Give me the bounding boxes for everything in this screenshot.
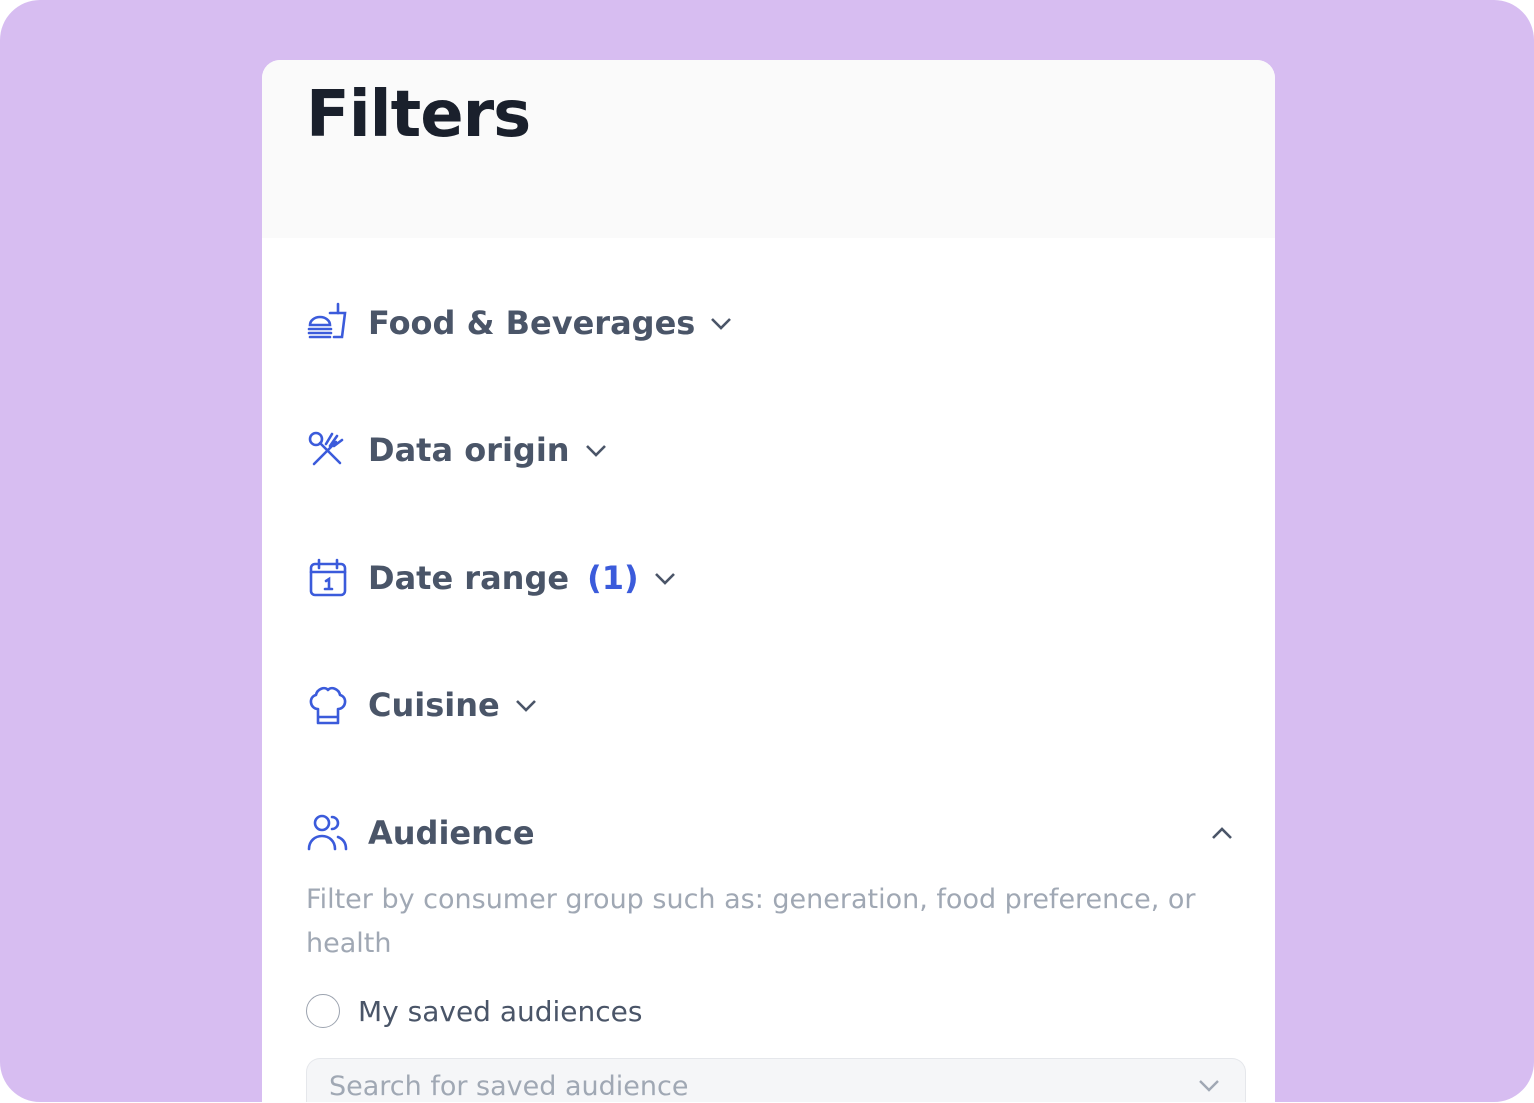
filter-label: Date range: [368, 559, 570, 597]
chef-hat-icon: [309, 686, 347, 725]
filters-panel: Filters Food & Beverages Data origin Dat…: [262, 60, 1275, 1102]
chevron-up-icon[interactable]: [1208, 819, 1236, 847]
filter-food-beverages[interactable]: Food & Beverages: [306, 299, 735, 347]
panel-header: Filters: [262, 60, 1275, 238]
page-title: Filters: [306, 78, 531, 152]
chevron-down-icon: [654, 573, 675, 585]
saved-audiences-option[interactable]: My saved audiences: [306, 994, 642, 1028]
filter-label: Data origin: [368, 431, 570, 469]
chevron-down-icon: [1199, 1080, 1219, 1092]
search-placeholder: Search for saved audience: [329, 1071, 689, 1102]
filter-label: Cuisine: [368, 686, 500, 724]
filter-cuisine[interactable]: Cuisine: [306, 681, 540, 729]
calendar-icon: [309, 558, 347, 597]
audience-description: Filter by consumer group such as: genera…: [306, 884, 1196, 959]
filter-label: Food & Beverages: [368, 304, 696, 342]
filter-data-origin[interactable]: Data origin: [306, 426, 610, 474]
fork-spoon-icon: [308, 431, 344, 466]
chevron-down-icon: [711, 318, 732, 330]
filter-label: Audience: [368, 814, 535, 852]
filter-count-badge: (1): [587, 559, 639, 597]
saved-audience-search[interactable]: Search for saved audience: [306, 1058, 1246, 1102]
radio-button[interactable]: [306, 994, 340, 1028]
radio-label: My saved audiences: [358, 994, 643, 1028]
filter-audience[interactable]: Audience: [306, 809, 1236, 857]
food-beverage-icon: [307, 302, 347, 339]
chevron-down-icon: [515, 700, 536, 712]
users-icon: [307, 814, 348, 851]
filter-date-range[interactable]: Date range (1): [306, 554, 679, 602]
chevron-down-icon: [585, 445, 606, 457]
